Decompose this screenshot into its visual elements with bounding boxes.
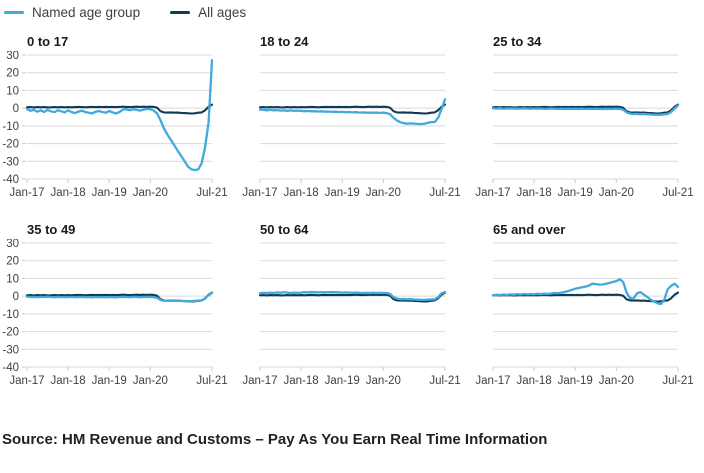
x-tick-label: Jan-20 xyxy=(366,187,401,199)
y-tick-label: 0 xyxy=(13,291,19,303)
x-tick-label: Jan-18 xyxy=(51,187,86,199)
x-tick-label: Jan-19 xyxy=(325,187,360,199)
all-ages-line-swatch-icon xyxy=(170,11,191,14)
panel-50-to-64: 50 to 64 Jan-17 Jan-18 Jan-19 Jan-20 Jul-21 xyxy=(235,221,468,389)
panel-plot-50-to-64: Jan-17 Jan-18 Jan-19 Jan-20 Jul-21 xyxy=(242,242,461,387)
panel-title: 35 to 49 xyxy=(27,222,76,237)
panel-0-to-17: 0 to 17 30 20 10 0 -10 -20 -30 -40 Jan-17 Jan-18 Ja… xyxy=(2,33,235,201)
x-tick-label: Jan-19 xyxy=(325,375,360,387)
panel-title: 50 to 64 xyxy=(260,222,309,237)
x-tick-label: Jan-18 xyxy=(517,375,552,387)
all-ages-line xyxy=(491,291,680,303)
y-tick-label: 30 xyxy=(6,51,19,62)
x-tick-label: Jan-20 xyxy=(599,187,634,199)
x-tick-label: Jan-20 xyxy=(366,375,401,387)
legend-label: Named age group xyxy=(32,5,141,20)
named-age-group-line xyxy=(25,291,214,303)
x-tick-label: Jan-19 xyxy=(558,375,593,387)
x-tick-label: Jul-21 xyxy=(662,375,693,387)
x-tick-label: Jul-21 xyxy=(662,187,693,199)
panels-grid: 0 to 17 30 20 10 0 -10 -20 -30 -40 Jan-17 Jan-18 Ja… xyxy=(2,33,704,389)
x-tick-label: Jan-18 xyxy=(284,187,319,199)
named-age-group-line-swatch-icon xyxy=(4,11,24,14)
x-tick-label: Jan-17 xyxy=(242,375,277,387)
x-tick-label: Jul-21 xyxy=(429,375,460,387)
panel-plot-65-and-over: Jan-17 Jan-18 Jan-19 Jan-20 Jul-21 xyxy=(475,242,694,387)
named-age-group-line xyxy=(258,98,447,126)
chart-legend: Named age group All ages xyxy=(2,5,704,20)
named-age-group-line xyxy=(491,278,680,306)
all-ages-line xyxy=(258,291,447,303)
named-age-group-line xyxy=(491,104,680,117)
y-tick-label: -40 xyxy=(2,362,19,374)
panel-25-to-34: 25 to 34 Jan-17 Jan-18 Jan-19 Jan-20 Jul-21 xyxy=(468,33,704,201)
x-tick-label: Jan-18 xyxy=(517,187,552,199)
y-tick-label: 10 xyxy=(6,85,19,97)
x-tick-label: Jan-19 xyxy=(558,187,593,199)
y-tick-label: 30 xyxy=(6,239,19,250)
x-tick-label: Jul-21 xyxy=(196,375,227,387)
all-ages-line xyxy=(258,103,447,115)
x-tick-label: Jul-21 xyxy=(429,187,460,199)
x-tick-label: Jan-18 xyxy=(284,375,319,387)
x-tick-label: Jan-17 xyxy=(475,375,510,387)
x-tick-label: Jan-17 xyxy=(9,375,44,387)
panel-title: 18 to 24 xyxy=(260,34,309,49)
x-tick-label: Jan-17 xyxy=(475,187,510,199)
x-tick-label: Jan-20 xyxy=(599,375,634,387)
y-tick-label: -40 xyxy=(2,174,19,186)
chart-figure: Named age group All ages 0 to 17 30 20 10 0 -… xyxy=(2,5,704,448)
y-tick-label: 10 xyxy=(6,273,19,285)
y-tick-label: -20 xyxy=(2,139,19,151)
x-tick-label: Jan-20 xyxy=(133,187,168,199)
x-tick-label: Jan-17 xyxy=(9,187,44,199)
y-tick-label: -10 xyxy=(2,309,19,321)
panel-18-to-24: 18 to 24 Jan-17 Jan-18 Jan-19 Jan-20 Jul-21 xyxy=(235,33,468,201)
x-tick-label: Jan-19 xyxy=(92,375,127,387)
x-tick-label: Jan-19 xyxy=(92,187,127,199)
panel-title: 25 to 34 xyxy=(493,34,542,49)
x-tick-label: Jul-21 xyxy=(196,187,227,199)
panel-title: 0 to 17 xyxy=(27,34,69,49)
panel-65-and-over: 65 and over Jan-17 Jan-18 Jan-19 Jan-20 Jul-2… xyxy=(468,221,704,389)
y-tick-label: 20 xyxy=(6,68,19,80)
named-age-group-line xyxy=(258,290,447,302)
y-tick-label: -30 xyxy=(2,344,19,356)
panel-plot-18-to-24: Jan-17 Jan-18 Jan-19 Jan-20 Jul-21 xyxy=(242,54,461,199)
y-tick-label: 20 xyxy=(6,256,19,268)
x-tick-label: Jan-18 xyxy=(51,375,86,387)
source-note: Source: HM Revenue and Customs – Pay As … xyxy=(2,431,548,448)
y-tick-label: -10 xyxy=(2,121,19,133)
legend-label: All ages xyxy=(198,5,247,20)
legend-item-all-ages: All ages xyxy=(170,5,246,20)
y-tick-label: -20 xyxy=(2,327,19,339)
y-tick-label: -30 xyxy=(2,156,19,168)
panel-plot-25-to-34: Jan-17 Jan-18 Jan-19 Jan-20 Jul-21 xyxy=(475,54,694,199)
named-age-group-line xyxy=(25,59,214,172)
x-tick-label: Jan-17 xyxy=(242,187,277,199)
legend-item-named-age-group: Named age group xyxy=(4,5,140,20)
panel-35-to-49: 35 to 49 30 20 10 0 -10 -20 -30 -40 Jan-17 Jan-18 J… xyxy=(2,221,235,389)
x-tick-label: Jan-20 xyxy=(133,375,168,387)
all-ages-line xyxy=(25,103,214,115)
y-tick-label: 0 xyxy=(13,103,19,115)
panel-title: 65 and over xyxy=(493,222,566,237)
